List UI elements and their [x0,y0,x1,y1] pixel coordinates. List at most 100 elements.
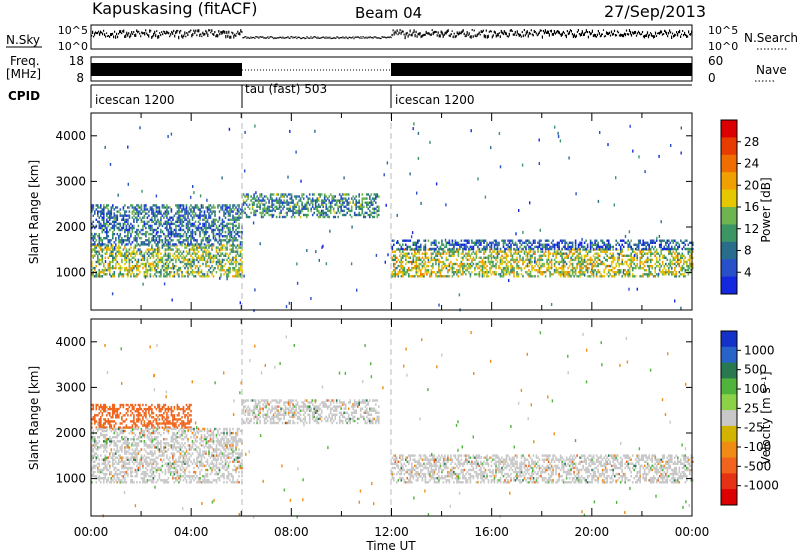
scatter-cell [105,227,107,229]
scatter-cell [150,225,152,227]
scatter-cell [540,259,542,261]
scatter-cell [462,244,464,246]
scatter-cell [255,197,257,199]
scatter-cell [540,244,542,246]
scatter-cell [567,244,569,246]
scatter-cell [374,197,376,199]
scatter-cell [132,206,134,208]
scatter-cell [195,248,197,250]
scatter-cell [150,227,152,229]
scatter-cell [531,255,533,257]
scatter-cell [416,246,418,248]
nsky-sample [237,31,238,33]
scatter-cell [183,229,185,231]
scatter-cell [585,251,587,253]
scatter-cell [455,271,457,273]
scatter-cell [219,235,221,237]
scatter-cell [446,246,448,248]
scatter-cell [569,246,571,248]
scatter-cell [473,259,475,261]
scatter-cell [560,261,562,263]
scatter-cell [461,246,463,248]
scatter-cell [175,227,177,229]
scatter-cell [579,248,581,250]
scatter-cell [630,240,632,242]
scatter-cell [471,265,473,267]
scatter-cell [312,193,314,195]
nsky-sample [181,35,182,38]
nsky-sample [262,36,263,37]
scatter-cell [419,265,421,267]
scatter-cell [617,269,619,271]
scatter-cell [479,251,481,253]
scatter-cell [205,244,207,246]
nsky-sample [133,31,134,33]
scatter-cell [422,261,424,263]
scatter-cell [246,204,248,206]
scatter-cell [288,202,290,204]
scatter-cell [118,251,120,253]
scatter-cell [225,212,227,214]
scatter-cell [238,246,240,248]
scatter-cell [575,240,577,242]
nsky-sample [113,36,114,39]
scatter-cell [109,215,111,217]
scatter-cell [124,269,126,271]
scatter-cell [416,242,418,244]
scatter-cell [120,229,122,231]
scatter-cell [144,215,146,217]
scatter-cell [551,303,552,306]
scatter-cell [334,216,336,218]
scatter-cell [587,275,589,277]
scatter-cell [226,273,228,275]
scatter-cell [618,244,620,246]
scatter-cell [587,269,589,271]
scatter-cell [286,208,288,210]
nsky-sample [381,38,382,39]
scatter-cell [662,261,664,263]
nsearch-tick-top: 10^5 [708,24,738,37]
scatter-cell [393,244,395,246]
scatter-cell [554,246,556,248]
scatter-cell [222,223,224,225]
scatter-cell [222,246,224,248]
scatter-cell [426,253,428,255]
scatter-cell [316,200,317,203]
scatter-cell [174,271,176,273]
scatter-cell [479,265,481,267]
scatter-cell [599,248,601,250]
scatter-cell [441,240,443,242]
scatter-cell [516,259,518,261]
scatter-cell [471,246,473,248]
scatter-cell [133,206,135,208]
scatter-cell [177,225,179,227]
scatter-cell [660,246,662,248]
scatter-cell [231,219,233,221]
scatter-cell [435,253,437,255]
scatter-cell [485,240,487,242]
scatter-cell [491,265,493,267]
nsky-sample [192,33,193,36]
scatter-cell [222,265,224,267]
scatter-cell [316,197,318,199]
scatter-cell [398,259,400,261]
scatter-cell [127,273,129,275]
scatter-cell [121,255,123,257]
scatter-cell [237,239,239,241]
scatter-cell [181,210,183,212]
scatter-cell [177,251,179,253]
scatter-cell [115,255,117,257]
scatter-cell [552,253,554,255]
scatter-cell [235,269,237,271]
scatter-cell [600,261,602,263]
scatter-cell [569,251,571,253]
scatter-cell [159,235,161,237]
scatter-cell [216,251,218,253]
scatter-cell [319,212,321,214]
scatter-cell [112,246,114,248]
scatter-cell [639,261,641,263]
scatter-cell [659,259,661,261]
scatter-cell [609,253,611,255]
scatter-cell [575,248,577,250]
scatter-cell [608,240,610,242]
